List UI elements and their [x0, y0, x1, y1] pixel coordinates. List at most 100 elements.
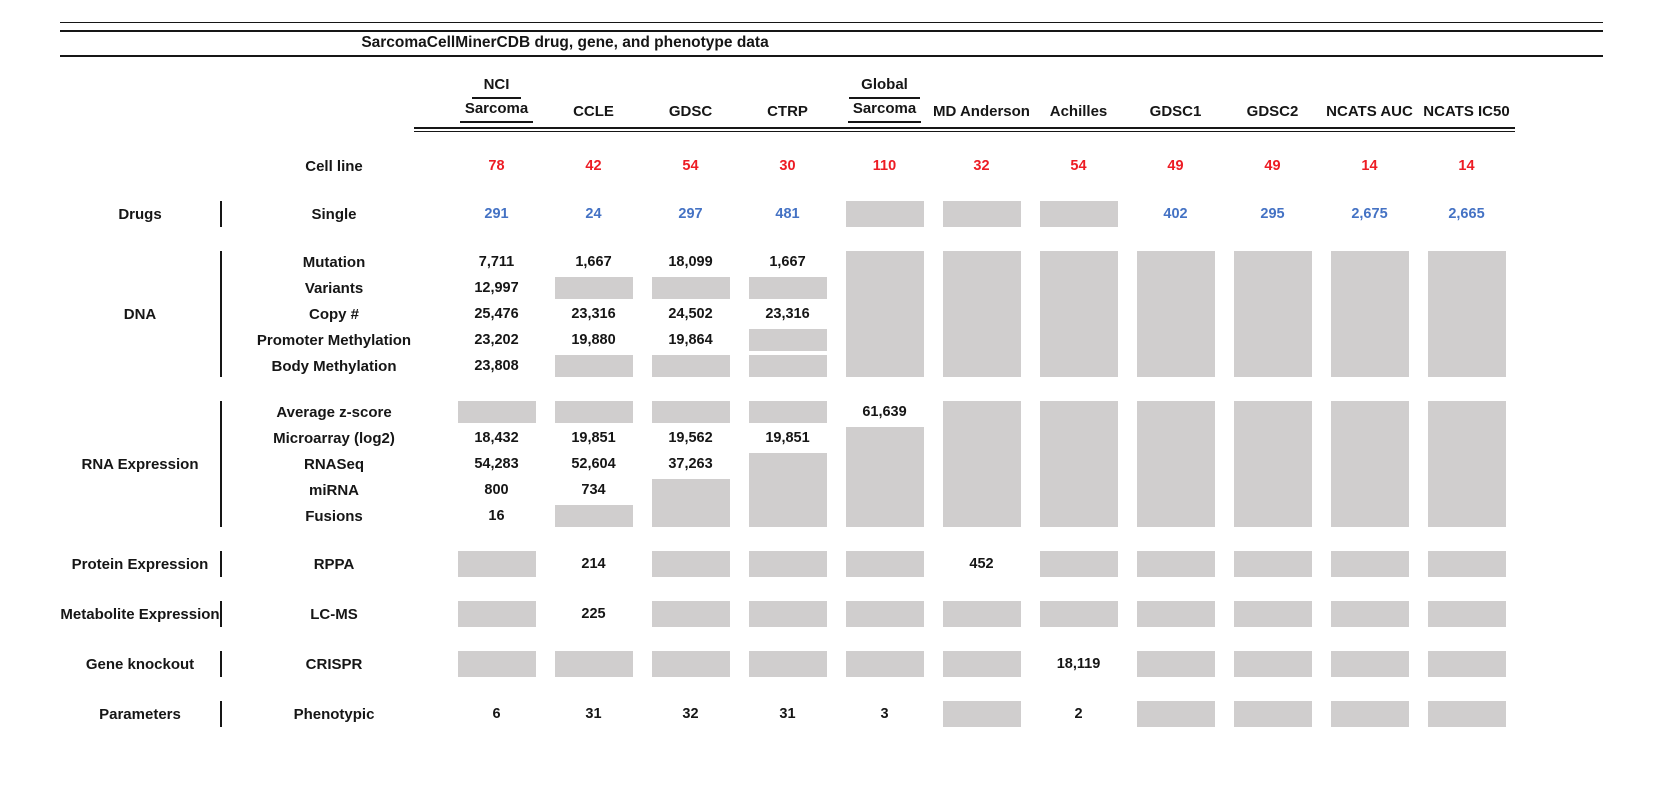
section-dna: DNA Mutation 7,711 1,667 18,099 1,667 Variants…: [0, 249, 1669, 379]
column-header-top: NCI: [448, 75, 545, 99]
row-label: Phenotypic: [293, 705, 375, 723]
section-divider-bar: [220, 251, 222, 377]
row-label: Body Methylation: [271, 357, 397, 375]
row-label: RNASeq: [303, 455, 364, 473]
no-data-box: [1330, 251, 1409, 377]
no-data-box: [1136, 601, 1215, 627]
cell-value: 297: [678, 206, 703, 222]
column-header: Sarcoma: [448, 99, 545, 123]
section-divider-bar: [220, 651, 222, 677]
cell-line-count: 54: [1070, 158, 1087, 174]
cell-line-count: 14: [1361, 158, 1378, 174]
row-label: CRISPR: [305, 655, 363, 673]
row-label: Fusions: [305, 507, 363, 525]
cell-value: 6: [492, 706, 501, 722]
cell-line-count: 30: [779, 158, 796, 174]
cell-value: 18,119: [1056, 656, 1101, 672]
row-label: LC-MS: [310, 605, 358, 623]
row-label: Average z-score: [276, 403, 392, 421]
cell-value: 25,476: [474, 306, 519, 322]
column-header-label: Achilles: [1049, 103, 1108, 120]
row-label: Microarray (log2): [273, 429, 395, 447]
table-body: Drugs Single 291 24 297 481 402 295 2,675 2,665 DN…: [0, 199, 1669, 729]
no-data-box: [457, 601, 536, 627]
no-data-box: [1427, 701, 1506, 727]
no-data-box: [1233, 701, 1312, 727]
cell-value: 19,562: [668, 430, 713, 446]
no-data-box: [457, 401, 536, 423]
column-header: MD Anderson: [933, 99, 1030, 123]
cell-value: 32: [682, 706, 699, 722]
no-data-box: [1136, 701, 1215, 727]
cell-value: 24: [585, 206, 602, 222]
no-data-box: [1136, 551, 1215, 577]
column-header-label: NCATS IC50: [1423, 103, 1510, 120]
row-label: Promoter Methylation: [256, 331, 412, 349]
column-header-label: Sarcoma: [459, 98, 534, 123]
cell-value: 19,864: [668, 332, 713, 348]
cell-value: 19,851: [571, 430, 616, 446]
cell-value: 481: [775, 206, 800, 222]
title-bottom-rule: [60, 55, 1603, 57]
cell-value: 19,851: [765, 430, 810, 446]
cell-line-count: 54: [682, 158, 699, 174]
cell-value: 23,316: [571, 306, 616, 322]
section-parameters: Parameters Phenotypic 6 31 32 31 3 2: [0, 699, 1669, 729]
cell-value: 1,667: [575, 254, 612, 270]
no-data-box: [1330, 651, 1409, 677]
no-data-box: [1233, 651, 1312, 677]
cell-value: 800: [484, 482, 509, 498]
cell-value: 2: [1074, 706, 1083, 722]
no-data-box: [845, 251, 924, 377]
no-data-box: [1039, 551, 1118, 577]
no-data-box: [1427, 401, 1506, 527]
no-data-box: [457, 551, 536, 577]
cell-line-count: 49: [1167, 158, 1184, 174]
no-data-box: [1233, 601, 1312, 627]
cell-line-count: 78: [488, 158, 505, 174]
no-data-box: [1039, 401, 1118, 527]
no-data-box: [1039, 251, 1118, 377]
column-header-top-label: NCI: [471, 74, 522, 99]
no-data-box: [651, 651, 730, 677]
no-data-box: [651, 601, 730, 627]
section-drugs: Drugs Single 291 24 297 481 402 295 2,675 2,665: [0, 199, 1669, 229]
section-category: Gene knockout: [85, 655, 195, 673]
column-header-top: Global: [836, 75, 933, 99]
column-header-label: GDSC2: [1246, 103, 1299, 120]
top-rule-thick: [60, 30, 1603, 32]
figure-title: SarcomaCellMinerCDB drug, gene, and phen…: [361, 34, 769, 51]
no-data-box: [1330, 701, 1409, 727]
cell-value: 3: [880, 706, 889, 722]
section-divider-bar: [220, 201, 222, 227]
top-rule-thin: [60, 22, 1603, 23]
cell-value: 2,675: [1351, 206, 1388, 222]
no-data-box: [554, 355, 633, 377]
section-category: Protein Expression: [71, 555, 209, 573]
no-data-box: [651, 401, 730, 423]
section-rna-expression: RNA Expression Average z-score 61,639 Micro…: [0, 399, 1669, 529]
cell-line-label: Cell line: [305, 157, 363, 175]
no-data-box: [554, 401, 633, 423]
row-label: Single: [311, 205, 357, 223]
no-data-box: [1039, 601, 1118, 627]
cell-value: 23,316: [765, 306, 810, 322]
column-header: CCLE: [545, 99, 642, 123]
no-data-box: [748, 329, 827, 351]
no-data-box: [554, 277, 633, 299]
no-data-box: [1233, 401, 1312, 527]
column-header: GDSC1: [1127, 99, 1224, 123]
column-header: Achilles: [1030, 99, 1127, 123]
no-data-box: [942, 601, 1021, 627]
row-label: Copy #: [308, 305, 359, 323]
no-data-box: [942, 251, 1021, 377]
no-data-box: [457, 651, 536, 677]
no-data-box: [748, 651, 827, 677]
no-data-box: [1233, 551, 1312, 577]
section-divider-bar: [220, 551, 222, 577]
no-data-box: [748, 551, 827, 577]
no-data-box: [554, 651, 633, 677]
no-data-box: [651, 355, 730, 377]
no-data-box: [845, 551, 924, 577]
